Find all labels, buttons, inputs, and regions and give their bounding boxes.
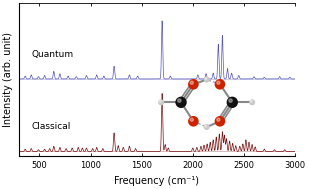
Y-axis label: Intensity (arb. unit): Intensity (arb. unit) xyxy=(3,32,14,127)
X-axis label: Frequency (cm⁻¹): Frequency (cm⁻¹) xyxy=(115,176,200,186)
Text: Quantum: Quantum xyxy=(31,50,74,59)
Text: Classical: Classical xyxy=(31,122,71,131)
